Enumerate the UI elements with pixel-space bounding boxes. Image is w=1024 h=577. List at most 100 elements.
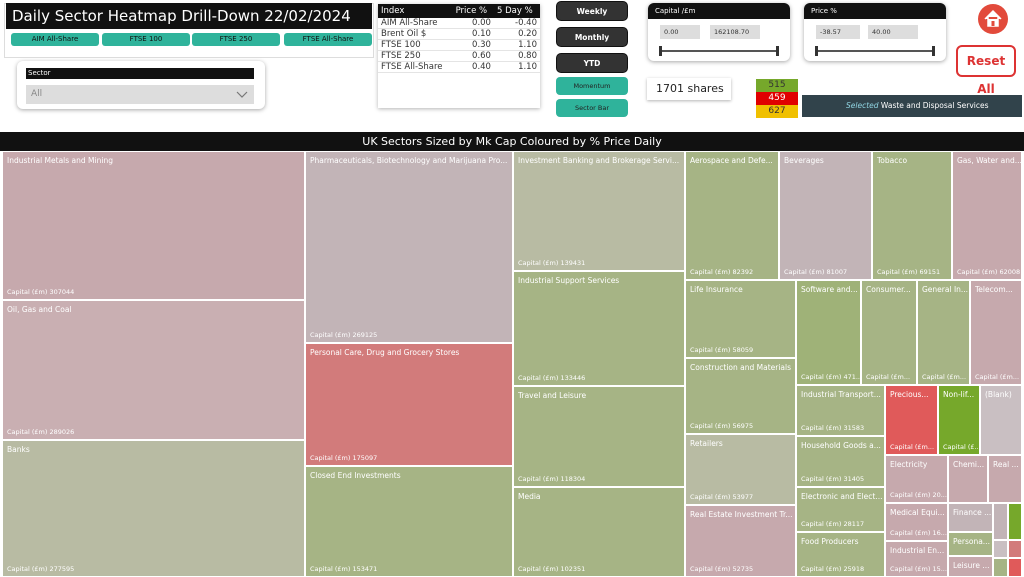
- tile-name: Beverages: [784, 156, 824, 165]
- period-button[interactable]: YTD: [556, 53, 628, 73]
- treemap-tile[interactable]: Software and... Capital (£m) 471...: [796, 280, 861, 385]
- slider-knob[interactable]: [815, 46, 818, 56]
- view-button[interactable]: Sector Bar: [556, 99, 628, 117]
- treemap-tile[interactable]: [1008, 558, 1022, 577]
- tile-name: Real Estate Investment Tr...: [690, 510, 793, 519]
- table-row: Brent Oil $0.10 0.20: [378, 28, 540, 40]
- treemap-tile[interactable]: Media Capital (£m) 102351: [513, 487, 685, 577]
- treemap-tile[interactable]: Retailers Capital (£m) 53977: [685, 434, 796, 505]
- slider-max[interactable]: 40.00: [868, 25, 918, 39]
- table-cell: -0.40: [493, 18, 540, 29]
- index-button[interactable]: FTSE 250: [192, 33, 280, 46]
- tile-capital: Capital (£m...: [922, 373, 967, 381]
- tile-name: Retailers: [690, 439, 723, 448]
- period-button[interactable]: Weekly: [556, 1, 628, 21]
- treemap-tile[interactable]: [993, 558, 1008, 577]
- treemap-tile[interactable]: Consumer... Capital (£m...: [861, 280, 917, 385]
- tile-name: Chemi...: [953, 460, 985, 469]
- treemap-tile[interactable]: (Blank): [980, 385, 1022, 455]
- column-header: Price %: [452, 4, 494, 18]
- treemap-tile[interactable]: Gas, Water and... Capital (£m) 62008: [952, 151, 1022, 280]
- treemap-tile[interactable]: Household Goods a... Capital (£m) 31405: [796, 436, 885, 487]
- period-button[interactable]: Monthly: [556, 27, 628, 47]
- treemap-tile[interactable]: Finance ...: [948, 503, 993, 532]
- treemap-tile[interactable]: Industrial Support Services Capital (£m) …: [513, 271, 685, 386]
- view-button[interactable]: Momentum: [556, 77, 628, 95]
- index-button[interactable]: FTSE 100: [102, 33, 190, 46]
- count-up: 515: [756, 79, 798, 92]
- treemap-tile[interactable]: [1008, 503, 1022, 540]
- treemap-tile[interactable]: Industrial Transport... Capital (£m) 3158…: [796, 385, 885, 436]
- treemap-tile[interactable]: Life Insurance Capital (£m) 58059: [685, 280, 796, 358]
- slider-knob[interactable]: [932, 46, 935, 56]
- treemap-tile[interactable]: Construction and Materials Capital (£m) 5…: [685, 358, 796, 434]
- tile-capital: Capital (£m) 118304: [518, 475, 586, 483]
- treemap-tile[interactable]: Travel and Leisure Capital (£m) 118304: [513, 386, 685, 487]
- treemap-tile[interactable]: Telecom... Capital (£m...: [970, 280, 1022, 385]
- tile-capital: Capital (£m) 25918: [801, 565, 865, 573]
- treemap-tile[interactable]: [993, 540, 1008, 558]
- tile-name: (Blank): [985, 390, 1012, 399]
- reset-button[interactable]: Reset All: [956, 45, 1016, 96]
- treemap-tile[interactable]: Non-lif... Capital (£...: [938, 385, 980, 455]
- treemap-title: UK Sectors Sized by Mk Cap Coloured by %…: [0, 132, 1024, 151]
- slider-knob[interactable]: [659, 46, 662, 56]
- index-button[interactable]: FTSE All-Share: [284, 33, 372, 46]
- treemap-tile[interactable]: Leisure ...: [948, 556, 993, 577]
- treemap-tile[interactable]: Persona...: [948, 532, 993, 556]
- treemap-tile[interactable]: Medical Equi... Capital (£m) 16...: [885, 503, 948, 541]
- home-button[interactable]: [977, 3, 1009, 35]
- count-down: 459: [756, 92, 798, 105]
- treemap-tile[interactable]: Banks Capital (£m) 277595: [2, 440, 305, 577]
- treemap-tile[interactable]: General In... Capital (£m...: [917, 280, 970, 385]
- treemap-tile[interactable]: Real Estate Investment Tr... Capital (£m)…: [685, 505, 796, 577]
- table-cell: 0.30: [452, 39, 494, 51]
- treemap-tile[interactable]: Industrial En... Capital (£m) 15...: [885, 541, 948, 577]
- treemap-tile[interactable]: Investment Banking and Brokerage Servi..…: [513, 151, 685, 271]
- treemap-tile[interactable]: Closed End Investments Capital (£m) 15347…: [305, 466, 513, 577]
- treemap-tile[interactable]: Industrial Metals and Mining Capital (£m)…: [2, 151, 305, 300]
- selected-label: Selected: [846, 101, 879, 110]
- tile-name: Pharmaceuticals, Biotechnology and Marij…: [310, 156, 508, 165]
- tile-capital: Capital (£m) 133446: [518, 374, 586, 382]
- tile-name: Consumer...: [866, 285, 911, 294]
- treemap-tile[interactable]: Aerospace and Defe... Capital (£m) 82392: [685, 151, 779, 280]
- tile-name: Household Goods a...: [801, 441, 881, 450]
- tile-capital: Capital (£m) 102351: [518, 565, 586, 573]
- treemap-tile[interactable]: [993, 503, 1008, 540]
- treemap-tile[interactable]: Precious... Capital (£m...: [885, 385, 938, 455]
- table-cell: 1.10: [493, 61, 540, 73]
- tile-capital: Capital (£m) 28117: [801, 520, 865, 528]
- treemap-tile[interactable]: Electricity Capital (£m) 20...: [885, 455, 948, 503]
- tile-capital: Capital (£m) 471...: [801, 373, 861, 381]
- treemap-tile[interactable]: Food Producers Capital (£m) 25918: [796, 532, 885, 577]
- treemap-tile[interactable]: Chemi...: [948, 455, 988, 503]
- table-row: FTSE 100 0.30 1.10: [378, 39, 540, 51]
- index-button[interactable]: AIM All-Share: [11, 33, 99, 46]
- slider-min[interactable]: -38.57: [816, 25, 860, 39]
- dropdown-arrow: [236, 91, 248, 98]
- treemap-tile[interactable]: Personal Care, Drug and Grocery Stores Ca…: [305, 343, 513, 466]
- slider-knob[interactable]: [776, 46, 779, 56]
- filter-dropdown[interactable]: All: [26, 85, 254, 104]
- tile-name: Non-lif...: [943, 390, 975, 399]
- treemap-tile[interactable]: Oil, Gas and Coal Capital (£m) 289026: [2, 300, 305, 440]
- header-row: Index Price % 5 Day %: [378, 4, 540, 18]
- treemap-tile[interactable]: Electronic and Elect... Capital (£m) 2811…: [796, 487, 885, 532]
- tile-name: Electronic and Elect...: [801, 492, 883, 501]
- tile-name: Industrial Transport...: [801, 390, 881, 399]
- tile-capital: Capital (£m) 269125: [310, 331, 378, 339]
- treemap-tile[interactable]: Pharmaceuticals, Biotechnology and Marij…: [305, 151, 513, 343]
- slider-min[interactable]: 0.00: [660, 25, 700, 39]
- table-cell: 0.40: [452, 61, 494, 73]
- tile-name: Electricity: [890, 460, 928, 469]
- treemap-tile[interactable]: [1008, 540, 1022, 558]
- slider-max[interactable]: 162108.70: [710, 25, 760, 39]
- treemap-tile[interactable]: Real ...: [988, 455, 1022, 503]
- tile-name: General In...: [922, 285, 969, 294]
- tile-capital: Capital (£m) 139431: [518, 259, 586, 267]
- treemap-tile[interactable]: Beverages Capital (£m) 81007: [779, 151, 872, 280]
- treemap-tile[interactable]: Tobacco Capital (£m) 69151: [872, 151, 952, 280]
- tile-capital: Capital (£m...: [866, 373, 911, 381]
